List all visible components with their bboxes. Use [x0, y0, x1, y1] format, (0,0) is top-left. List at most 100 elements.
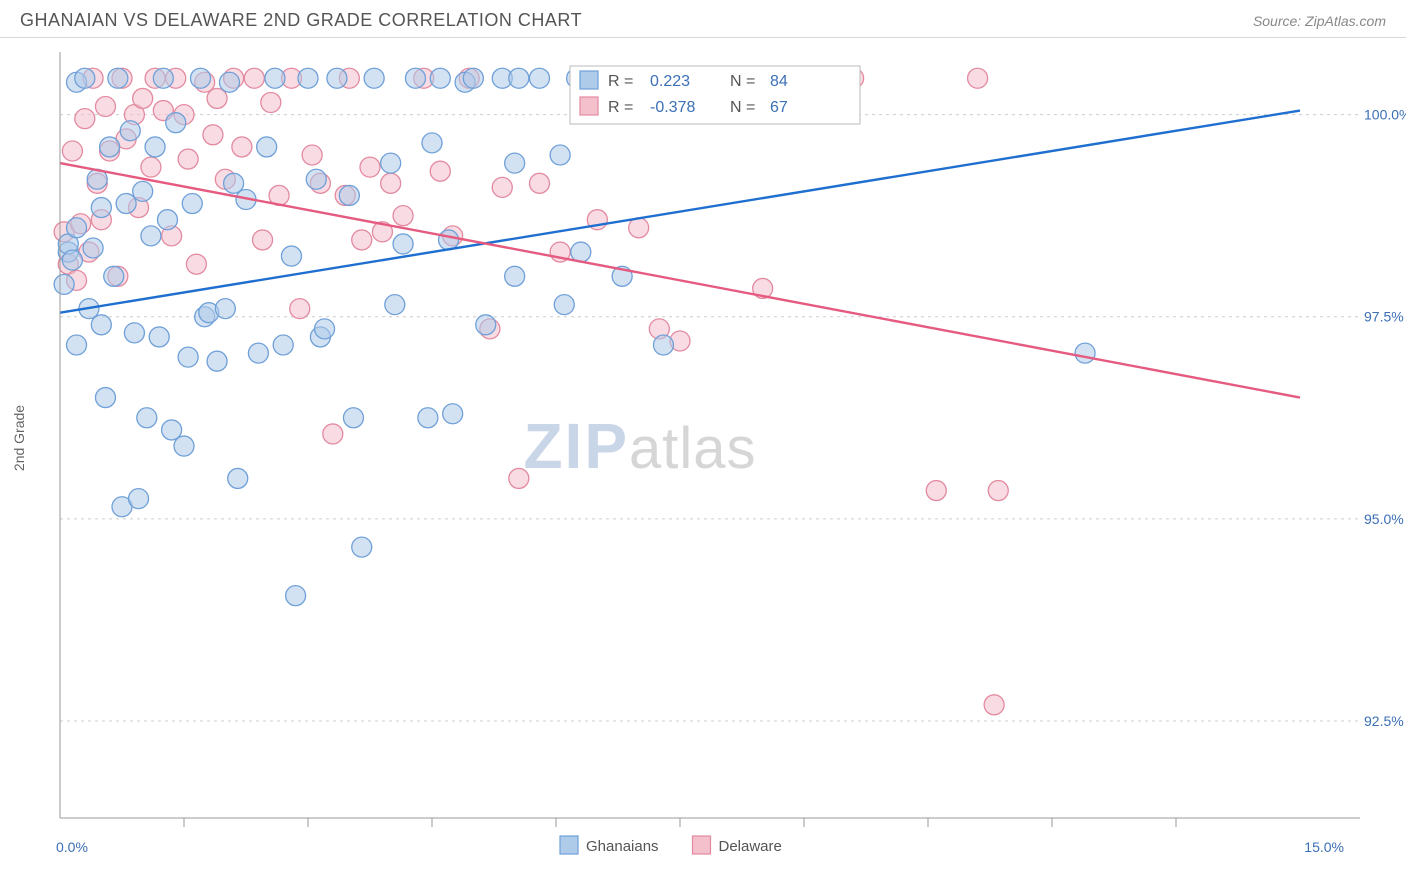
point-ghanaians — [439, 230, 459, 250]
watermark: ZIPatlas — [523, 410, 756, 482]
point-delaware — [62, 141, 82, 161]
point-ghanaians — [54, 274, 74, 294]
point-ghanaians — [393, 234, 413, 254]
y-tick-label: 92.5% — [1364, 713, 1404, 729]
point-delaware — [323, 424, 343, 444]
point-ghanaians — [418, 408, 438, 428]
point-ghanaians — [385, 295, 405, 315]
point-ghanaians — [327, 68, 347, 88]
point-ghanaians — [653, 335, 673, 355]
point-delaware — [360, 157, 380, 177]
legend-r-label: R = — [608, 99, 633, 116]
point-ghanaians — [182, 194, 202, 214]
point-ghanaians — [166, 113, 186, 133]
chart-source: Source: ZipAtlas.com — [1253, 13, 1386, 29]
point-ghanaians — [505, 266, 525, 286]
bottom-legend-label: Ghanaians — [586, 838, 659, 855]
point-ghanaians — [129, 489, 149, 509]
legend-n-value: 84 — [770, 73, 788, 90]
point-ghanaians — [550, 145, 570, 165]
point-delaware — [141, 157, 161, 177]
point-ghanaians — [463, 68, 483, 88]
point-delaware — [629, 218, 649, 238]
bottom-legend-label: Delaware — [719, 838, 782, 855]
point-ghanaians — [248, 343, 268, 363]
point-ghanaians — [352, 537, 372, 557]
bottom-legend-swatch — [693, 836, 711, 854]
point-delaware — [186, 254, 206, 274]
point-ghanaians — [75, 68, 95, 88]
point-ghanaians — [422, 133, 442, 153]
point-ghanaians — [215, 299, 235, 319]
point-ghanaians — [153, 68, 173, 88]
point-ghanaians — [100, 137, 120, 157]
point-ghanaians — [529, 68, 549, 88]
point-ghanaians — [174, 436, 194, 456]
chart-area: 92.5%95.0%97.5%100.0%ZIPatlas0.0%15.0%2n… — [0, 38, 1406, 868]
point-ghanaians — [95, 388, 115, 408]
trend-line-delaware — [60, 163, 1300, 397]
point-ghanaians — [306, 169, 326, 189]
point-delaware — [302, 145, 322, 165]
chart-title: GHANAIAN VS DELAWARE 2ND GRADE CORRELATI… — [20, 10, 582, 31]
point-delaware — [253, 230, 273, 250]
y-axis-label: 2nd Grade — [11, 405, 27, 471]
point-ghanaians — [149, 327, 169, 347]
point-delaware — [381, 173, 401, 193]
point-delaware — [75, 109, 95, 129]
legend-r-label: R = — [608, 73, 633, 90]
legend-n-value: 67 — [770, 99, 788, 116]
point-delaware — [244, 68, 264, 88]
point-ghanaians — [137, 408, 157, 428]
point-ghanaians — [120, 121, 140, 141]
point-delaware — [509, 468, 529, 488]
point-delaware — [352, 230, 372, 250]
point-delaware — [133, 88, 153, 108]
point-ghanaians — [364, 68, 384, 88]
point-delaware — [261, 92, 281, 112]
point-delaware — [95, 97, 115, 117]
point-ghanaians — [443, 404, 463, 424]
point-ghanaians — [430, 68, 450, 88]
point-ghanaians — [133, 181, 153, 201]
point-ghanaians — [265, 68, 285, 88]
point-ghanaians — [476, 315, 496, 335]
point-ghanaians — [1075, 343, 1095, 363]
legend-swatch — [580, 97, 598, 115]
bottom-legend-swatch — [560, 836, 578, 854]
point-delaware — [430, 161, 450, 181]
point-ghanaians — [554, 295, 574, 315]
legend-r-value: 0.223 — [650, 73, 690, 90]
legend-swatch — [580, 71, 598, 89]
point-ghanaians — [141, 226, 161, 246]
y-tick-label: 97.5% — [1364, 309, 1404, 325]
point-ghanaians — [62, 250, 82, 270]
point-ghanaians — [281, 246, 301, 266]
x-tick-label: 15.0% — [1304, 839, 1344, 855]
chart-header: GHANAIAN VS DELAWARE 2ND GRADE CORRELATI… — [0, 0, 1406, 38]
point-ghanaians — [116, 194, 136, 214]
point-ghanaians — [145, 137, 165, 157]
point-ghanaians — [343, 408, 363, 428]
point-ghanaians — [157, 210, 177, 230]
point-ghanaians — [381, 153, 401, 173]
point-ghanaians — [509, 68, 529, 88]
point-ghanaians — [178, 347, 198, 367]
point-delaware — [492, 177, 512, 197]
point-ghanaians — [191, 68, 211, 88]
point-ghanaians — [286, 586, 306, 606]
point-ghanaians — [273, 335, 293, 355]
point-ghanaians — [219, 72, 239, 92]
point-delaware — [988, 481, 1008, 501]
legend-r-value: -0.378 — [650, 99, 695, 116]
point-delaware — [393, 206, 413, 226]
point-ghanaians — [315, 319, 335, 339]
legend-n-label: N = — [730, 73, 755, 90]
point-ghanaians — [228, 468, 248, 488]
point-delaware — [984, 695, 1004, 715]
point-delaware — [232, 137, 252, 157]
y-tick-label: 100.0% — [1364, 107, 1406, 123]
point-delaware — [203, 125, 223, 145]
point-ghanaians — [91, 198, 111, 218]
point-ghanaians — [67, 218, 87, 238]
